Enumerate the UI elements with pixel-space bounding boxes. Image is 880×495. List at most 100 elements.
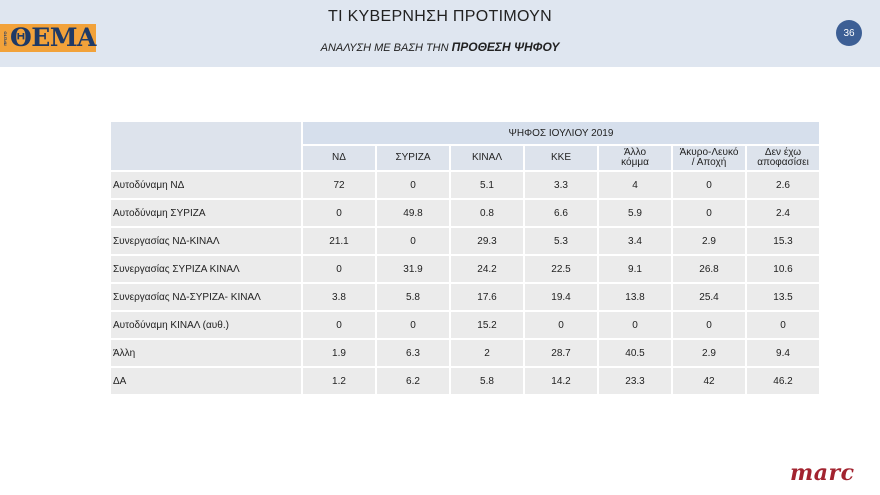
table-cell: 6.2: [377, 368, 449, 394]
page-number-badge: 36: [836, 20, 862, 46]
column-header-line: ΚΚΕ: [550, 152, 571, 163]
table-cell: 5.9: [599, 200, 671, 226]
row-label: Συνεργασίας ΣΥΡΙΖΑ ΚΙΝΑΛ: [111, 256, 301, 282]
column-header-line: ΝΔ: [332, 152, 346, 163]
column-header-line: αποφασίσει: [757, 157, 809, 168]
table-cell: 4: [599, 172, 671, 198]
page-subtitle: ΑΝΑΛΥΣΗ ΜΕ ΒΑΣΗ ΤΗΝ ΠΡΟΘΕΣΗ ΨΗΦΟΥ: [0, 40, 880, 54]
column-header: ΝΔ: [303, 146, 375, 170]
table-row: Αυτοδύναμη ΝΔ 72 0 5.1 3.3 4 0 2.6: [111, 172, 819, 198]
table-cell: 0: [377, 172, 449, 198]
table-corner-cell: [111, 122, 301, 170]
table-cell: 0: [599, 312, 671, 338]
column-header: ΚΙΝΑΛ: [451, 146, 523, 170]
table-cell: 0: [377, 228, 449, 254]
column-header: Άλλο κόμμα: [599, 146, 671, 170]
table-cell: 46.2: [747, 368, 819, 394]
table-cell: 17.6: [451, 284, 523, 310]
table-cell: 5.3: [525, 228, 597, 254]
table-cell: 0: [673, 200, 745, 226]
table-cell: 9.1: [599, 256, 671, 282]
column-header-line: κόμμα: [621, 157, 649, 168]
table-cell: 0: [747, 312, 819, 338]
table-cell: 2.6: [747, 172, 819, 198]
table-cell: 21.1: [303, 228, 375, 254]
table-cell: 6.3: [377, 340, 449, 366]
table-cell: 1.2: [303, 368, 375, 394]
column-header-line: ΣΥΡΙΖΑ: [395, 152, 431, 163]
column-header-line: Δεν έχω: [764, 147, 802, 158]
row-label: Συνεργασίας ΝΔ-ΚΙΝΑΛ: [111, 228, 301, 254]
column-header: ΣΥΡΙΖΑ: [377, 146, 449, 170]
row-label: Συνεργασίας ΝΔ-ΣΥΡΙΖΑ- ΚΙΝΑΛ: [111, 284, 301, 310]
table-cell: 13.8: [599, 284, 671, 310]
page-title: ΤΙ ΚΥΒΕΡΝΗΣΗ ΠΡΟΤΙΜΟΥΝ: [328, 8, 552, 25]
table-cell: 1.9: [303, 340, 375, 366]
table-cell: 31.9: [377, 256, 449, 282]
table-cell: 0: [377, 312, 449, 338]
logo-text: ΘΕΜΑ: [10, 23, 96, 52]
thema-logo: ΠΡΩΤΟ ΘΕΜΑ: [0, 24, 96, 52]
column-header-line: Άκυρο-Λευκό: [679, 147, 739, 158]
table-cell: 0.8: [451, 200, 523, 226]
group-header: ΨΗΦΟΣ ΙΟΥΛΙΟΥ 2019: [303, 122, 819, 144]
table-cell: 2: [451, 340, 523, 366]
subtitle-emphasis: ΠΡΟΘΕΣΗ ΨΗΦΟΥ: [451, 40, 560, 54]
table-cell: 2.9: [673, 228, 745, 254]
table-cell: 19.4: [525, 284, 597, 310]
table-cell: 72: [303, 172, 375, 198]
row-label: Αυτοδύναμη ΣΥΡΙΖΑ: [111, 200, 301, 226]
table-cell: 29.3: [451, 228, 523, 254]
table-cell: 3.4: [599, 228, 671, 254]
table-cell: 2.4: [747, 200, 819, 226]
row-label: Αυτοδύναμη ΝΔ: [111, 172, 301, 198]
table-cell: 6.6: [525, 200, 597, 226]
table-row: Αυτοδύναμη ΣΥΡΙΖΑ 0 49.8 0.8 6.6 5.9 0 2.4: [111, 200, 819, 226]
table-cell: 49.8: [377, 200, 449, 226]
table-cell: 5.1: [451, 172, 523, 198]
table-cell: 0: [673, 312, 745, 338]
row-label: ΔΑ: [111, 368, 301, 394]
table-cell: 14.2: [525, 368, 597, 394]
table-cell: 26.8: [673, 256, 745, 282]
table-cell: 0: [303, 312, 375, 338]
table-row: Αυτοδύναμη ΚΙΝΑΛ (αυθ.) 0 0 15.2 0 0 0 0: [111, 312, 819, 338]
marc-logo: marc: [790, 460, 855, 486]
table-cell: 10.6: [747, 256, 819, 282]
table-cell: 2.9: [673, 340, 745, 366]
table-cell: 9.4: [747, 340, 819, 366]
column-header-line: Άλλο: [623, 147, 647, 158]
table-row: Συνεργασίας ΣΥΡΙΖΑ ΚΙΝΑΛ 0 31.9 24.2 22.5 9.1…: [111, 256, 819, 282]
column-header: Δεν έχω αποφασίσει: [747, 146, 819, 170]
column-header-row: ΝΔ ΣΥΡΙΖΑ ΚΙΝΑΛ ΚΚΕ Άλλο κόμμα Άκυρο-Λευκό / Απ…: [111, 146, 819, 170]
table-cell: 3.8: [303, 284, 375, 310]
row-label: Αυτοδύναμη ΚΙΝΑΛ (αυθ.): [111, 312, 301, 338]
header-bar: ΠΡΩΤΟ ΘΕΜΑ ΤΙ ΚΥΒΕΡΝΗΣΗ ΠΡΟΤΙΜΟΥΝ ΑΝΑΛΥΣ…: [0, 0, 880, 67]
group-header-row: ΨΗΦΟΣ ΙΟΥΛΙΟΥ 2019: [111, 122, 819, 170]
table-row: ΔΑ 1.2 6.2 5.8 14.2 23.3 42 46.2: [111, 368, 819, 394]
table-cell: 23.3: [599, 368, 671, 394]
subtitle-prefix: ΑΝΑΛΥΣΗ ΜΕ ΒΑΣΗ ΤΗΝ: [320, 42, 452, 54]
table-cell: 28.7: [525, 340, 597, 366]
table-cell: 13.5: [747, 284, 819, 310]
row-label: Άλλη: [111, 340, 301, 366]
results-table: ΨΗΦΟΣ ΙΟΥΛΙΟΥ 2019 ΝΔ ΣΥΡΙΖΑ ΚΙΝΑΛ ΚΚΕ Άλλο κό…: [109, 120, 821, 396]
table-cell: 42: [673, 368, 745, 394]
table-row: Συνεργασίας ΝΔ-ΣΥΡΙΖΑ- ΚΙΝΑΛ 3.8 5.8 17.6 19…: [111, 284, 819, 310]
table-row: Συνεργασίας ΝΔ-ΚΙΝΑΛ 21.1 0 29.3 5.3 3.4 2.9 15…: [111, 228, 819, 254]
table-cell: 5.8: [451, 368, 523, 394]
table-cell: 15.3: [747, 228, 819, 254]
table-row: Άλλη 1.9 6.3 2 28.7 40.5 2.9 9.4: [111, 340, 819, 366]
table-cell: 3.3: [525, 172, 597, 198]
table-cell: 22.5: [525, 256, 597, 282]
table-cell: 0: [303, 256, 375, 282]
table-cell: 0: [525, 312, 597, 338]
table-cell: 0: [303, 200, 375, 226]
table-cell: 24.2: [451, 256, 523, 282]
table-cell: 25.4: [673, 284, 745, 310]
column-header: ΚΚΕ: [525, 146, 597, 170]
column-header-line: / Αποχή: [691, 157, 727, 168]
table-cell: 0: [673, 172, 745, 198]
table-cell: 5.8: [377, 284, 449, 310]
table-cell: 15.2: [451, 312, 523, 338]
